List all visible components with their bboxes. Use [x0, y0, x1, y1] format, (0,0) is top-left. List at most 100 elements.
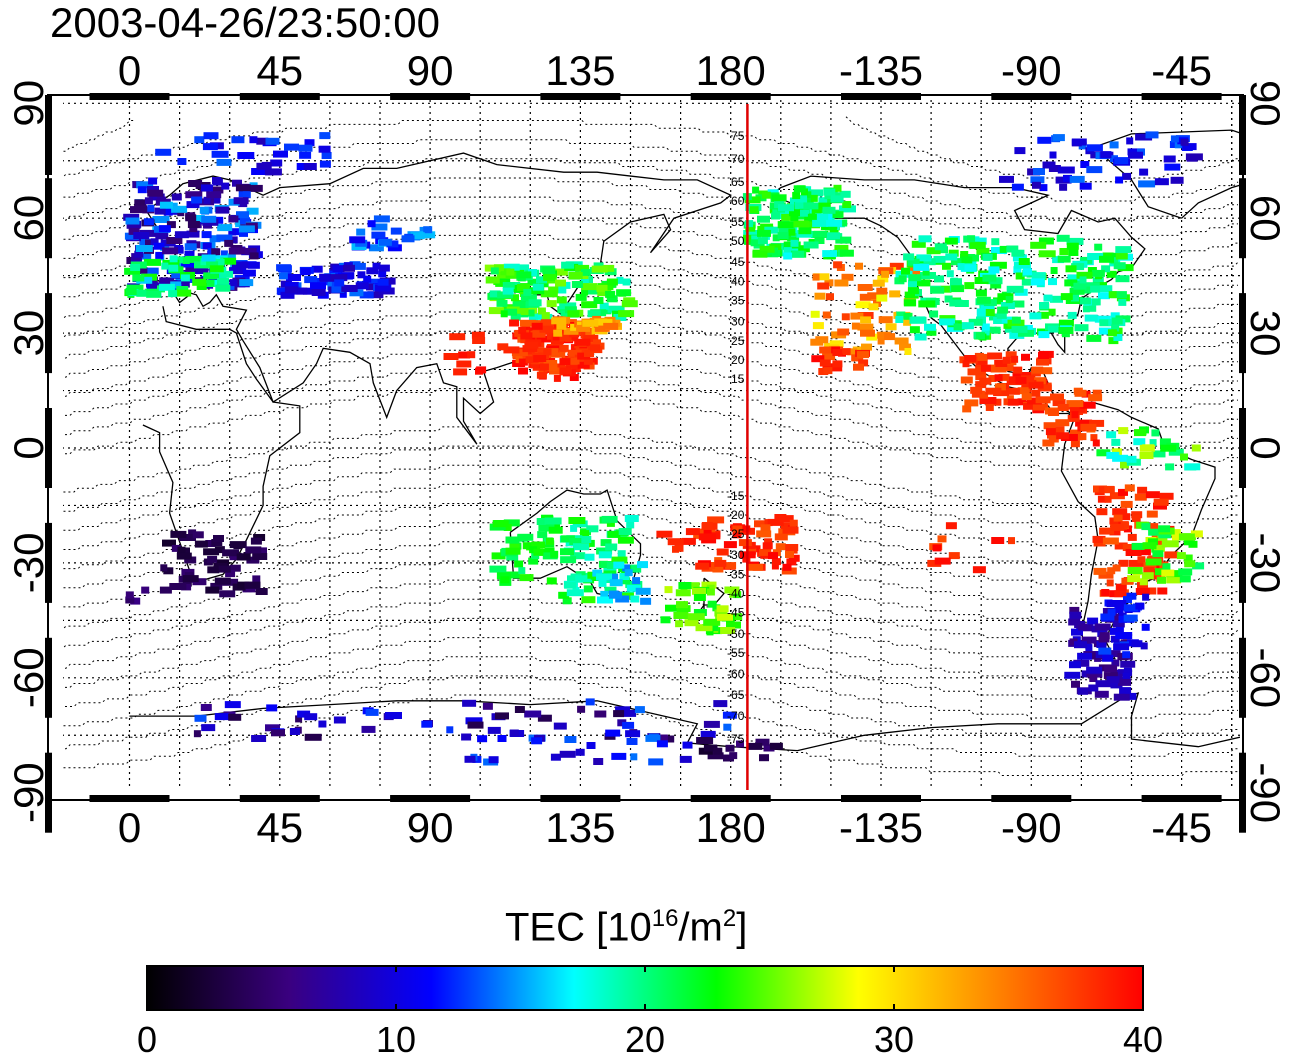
tec-measurement: [911, 240, 926, 248]
tec-measurement: [1120, 500, 1133, 508]
tec-measurement: [1078, 623, 1088, 631]
geomag-contour: [63, 656, 1238, 738]
tec-measurement: [168, 290, 178, 298]
tec-measurement: [446, 726, 454, 734]
tec-measurement: [550, 753, 561, 761]
tec-measurement: [826, 219, 843, 227]
tec-measurement: [1191, 444, 1201, 452]
tec-measurement: [951, 285, 965, 293]
tec-measurement: [1126, 137, 1134, 145]
tec-measurement: [1032, 181, 1041, 189]
tec-measurement: [1052, 134, 1065, 142]
tec-measurement: [261, 161, 272, 169]
tec-measurement: [616, 289, 632, 297]
tec-measurement: [280, 280, 289, 288]
tec-measurement: [847, 348, 858, 356]
tec-measurement: [536, 335, 552, 343]
tec-measurement: [609, 591, 622, 599]
tec-measurement: [979, 377, 992, 385]
tec-measurement: [155, 251, 164, 259]
tec-measurement: [908, 274, 922, 282]
tec-measurement: [645, 734, 661, 742]
tec-measurement: [502, 287, 514, 295]
tec-measurement: [924, 323, 936, 331]
tec-measurement: [1135, 133, 1153, 141]
tec-measurement: [954, 300, 969, 307]
tec-measurement: [832, 360, 843, 368]
tec-measurement: [146, 290, 162, 298]
tec-measurement: [280, 291, 295, 299]
tec-measurement: [1012, 254, 1027, 262]
tec-measurement: [496, 299, 508, 307]
tec-measurement: [944, 295, 953, 303]
tec-measurement: [602, 307, 612, 315]
tec-measurement: [512, 360, 526, 367]
tec-measurement: [930, 286, 945, 294]
tec-measurement: [228, 247, 246, 255]
tec-measurement: [1089, 675, 1098, 682]
tec-measurement: [170, 281, 182, 289]
tec-measurement: [1069, 606, 1080, 614]
tec-measurement: [621, 300, 638, 308]
tec-measurement: [532, 283, 544, 291]
tec-measurement: [378, 270, 387, 278]
tec-measurement: [525, 356, 539, 364]
tec-measurement: [1115, 176, 1124, 184]
tec-measurement: [822, 250, 838, 258]
tec-measurement: [583, 357, 593, 365]
tec-measurement: [581, 283, 598, 291]
geomag-latitude-label: 65: [731, 175, 745, 189]
tec-measurement: [523, 288, 532, 296]
bottom-longitude-tick: -45: [1151, 804, 1212, 851]
tec-measurement: [963, 235, 971, 243]
bottom-longitude-tick: -135: [839, 804, 923, 851]
geomag-contour: [63, 637, 1238, 719]
tec-measurement: [528, 557, 539, 565]
tec-measurement: [537, 531, 548, 539]
tec-measurement: [768, 552, 778, 560]
tec-measurement: [1023, 402, 1038, 410]
tec-measurement: [1125, 549, 1142, 556]
tec-measurement: [1164, 163, 1181, 171]
tec-measurement: [945, 253, 958, 261]
tec-measurement: [1115, 315, 1131, 323]
tec-measurement: [673, 612, 689, 619]
tec-measurement: [1109, 141, 1119, 149]
frame-tick-bar: [540, 795, 621, 802]
tec-measurement: [861, 343, 872, 351]
tec-measurement: [819, 346, 832, 354]
tec-measurement: [520, 332, 533, 340]
tec-measurement: [568, 349, 582, 357]
tec-measurement: [1120, 521, 1129, 529]
tec-measurement: [1153, 502, 1167, 510]
tec-measurement: [256, 162, 266, 170]
tec-measurement: [1111, 438, 1121, 446]
tec-measurement: [1151, 429, 1160, 437]
frame-tick-bar: [1239, 178, 1246, 259]
tec-measurement: [553, 363, 565, 371]
tec-measurement: [790, 214, 799, 222]
tec-measurement: [1050, 295, 1063, 303]
tec-measurement: [318, 720, 327, 728]
tec-measurement: [155, 148, 172, 156]
tec-measurement: [832, 249, 843, 257]
tec-measurement: [855, 301, 871, 309]
tec-measurement: [423, 226, 433, 234]
tec-measurement: [745, 220, 754, 228]
tec-measurement: [540, 319, 557, 327]
tec-measurement: [716, 548, 729, 556]
tec-measurement: [189, 225, 198, 233]
frame-tick-bar: [239, 795, 320, 802]
tec-measurement: [247, 261, 260, 269]
coastline-segment: [142, 306, 301, 583]
tec-measurement: [1147, 538, 1158, 546]
tec-measurement: [239, 229, 248, 237]
tec-measurement: [1007, 398, 1019, 406]
tec-measurement: [509, 319, 520, 327]
tec-measurement: [933, 255, 946, 263]
tec-measurement: [1091, 298, 1101, 306]
tec-measurement: [559, 302, 577, 310]
tec-measurement: [600, 590, 609, 598]
tec-measurement: [755, 738, 770, 746]
tec-measurement: [570, 552, 586, 560]
